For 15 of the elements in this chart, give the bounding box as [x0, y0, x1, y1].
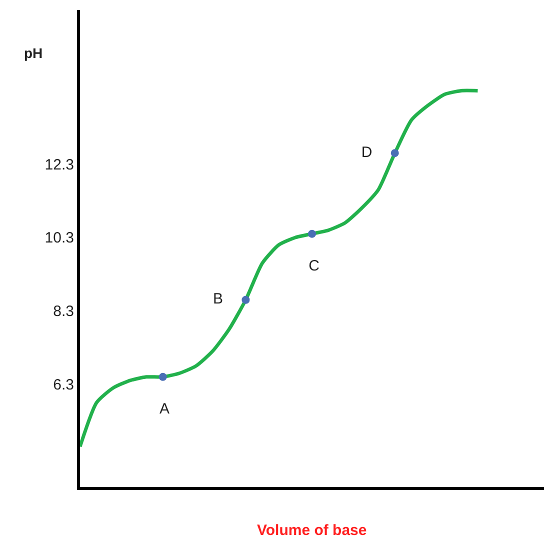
data-label: D [361, 144, 389, 161]
x-axis-title: Volume of base [257, 522, 367, 537]
point [390, 149, 399, 158]
point [242, 296, 250, 304]
data-label: C [304, 258, 320, 275]
y-axis-title: pH [24, 45, 43, 61]
y-tick-label: 12.3 [44, 156, 74, 174]
point [158, 372, 167, 381]
y-tick-label: 6.3 [53, 376, 74, 394]
y-tick-label: 10.3 [44, 230, 74, 247]
line-series [80, 88, 480, 448]
y-tick-label: 8.3 [53, 303, 74, 320]
point [308, 230, 316, 238]
data-label: B [213, 290, 240, 308]
data-label: A [156, 400, 170, 418]
